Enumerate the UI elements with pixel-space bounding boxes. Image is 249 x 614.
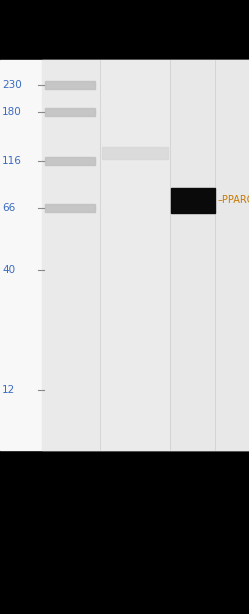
Bar	[102, 147, 168, 159]
Text: 116: 116	[2, 156, 22, 166]
Bar	[45, 108, 95, 116]
Text: 180: 180	[2, 107, 22, 117]
Bar	[42, 60, 100, 450]
Text: 40: 40	[2, 265, 15, 275]
Text: –PPARGC1A: –PPARGC1A	[218, 195, 249, 205]
Bar	[45, 204, 95, 212]
Text: 230: 230	[2, 80, 22, 90]
Text: 66: 66	[2, 203, 15, 213]
Bar	[45, 157, 95, 165]
Bar	[171, 188, 215, 213]
Bar	[170, 60, 215, 450]
Text: 12: 12	[2, 385, 15, 395]
Bar	[215, 60, 249, 450]
Bar	[0, 60, 249, 450]
Bar	[45, 81, 95, 89]
Bar	[100, 60, 170, 450]
